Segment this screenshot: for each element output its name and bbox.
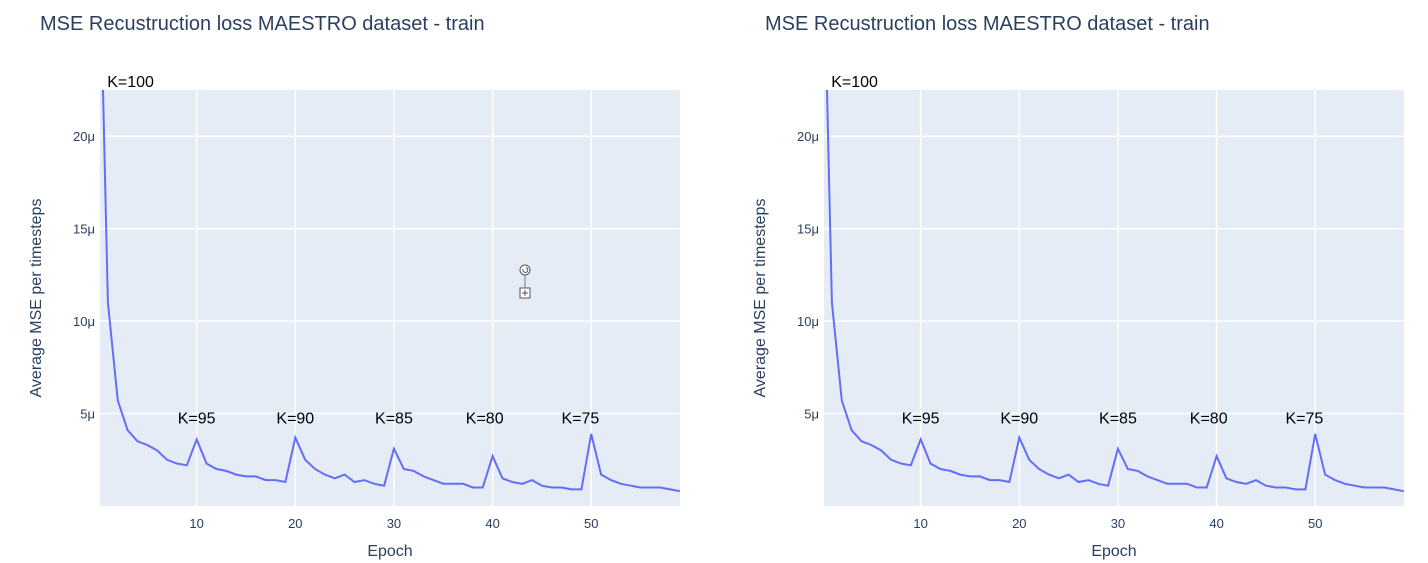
x-tick-labels: 10 20 30 40 50 [913, 516, 1322, 531]
x-axis-title: Epoch [367, 543, 412, 560]
y-tick-labels: 5μ 10μ 15μ 20μ [797, 129, 819, 421]
annotation-label: K=85 [1099, 410, 1137, 427]
chart-right: MSE Recustruction loss MAESTRO dataset -… [724, 0, 1428, 563]
chart-right-svg: MSE Recustruction loss MAESTRO dataset -… [752, 13, 1405, 560]
y-tick-labels: 5μ 10μ 15μ 20μ [73, 129, 95, 421]
rotate-icon[interactable] [519, 264, 531, 276]
annotations: K=100 K=95 K=90 K=85 K=80 K=75 [831, 74, 1323, 427]
x-tick-label: 30 [1111, 516, 1125, 531]
annotation-label: K=100 [831, 74, 878, 91]
y-tick-label: 5μ [804, 407, 819, 422]
y-tick-label: 10μ [797, 314, 819, 329]
series-line[interactable] [102, 89, 681, 493]
annotation-label: K=90 [1000, 410, 1038, 427]
x-tick-label: 10 [189, 516, 203, 531]
modebar-icons [519, 264, 531, 299]
x-tick-labels: 10 20 30 40 50 [189, 516, 598, 531]
chart-title: MSE Recustruction loss MAESTRO dataset -… [40, 13, 485, 35]
chart-left-svg: MSE Recustruction loss MAESTRO dataset -… [28, 13, 681, 560]
y-tick-label: 15μ [797, 222, 819, 237]
y-axis-title: Average MSE per timesteps [28, 199, 45, 398]
annotation-label: K=90 [276, 410, 314, 427]
gridlines [100, 90, 680, 506]
chart-left: MSE Recustruction loss MAESTRO dataset -… [28, 13, 681, 560]
x-tick-label: 20 [1012, 516, 1026, 531]
annotation-label: K=80 [466, 410, 504, 427]
annotations: K=100 K=95 K=90 K=85 K=80 K=75 [107, 74, 599, 427]
y-axis-title: Average MSE per timesteps [752, 199, 769, 398]
x-tick-label: 50 [584, 516, 598, 531]
annotation-label: K=100 [107, 74, 154, 91]
annotation-label: K=95 [178, 410, 216, 427]
annotation-label: K=75 [561, 410, 599, 427]
series-line[interactable] [826, 89, 1405, 493]
rotate-icon-arrow [522, 267, 529, 273]
y-tick-label: 10μ [73, 314, 95, 329]
annotation-label: K=80 [1190, 410, 1228, 427]
chart-title: MSE Recustruction loss MAESTRO dataset -… [765, 13, 1210, 35]
x-tick-label: 10 [913, 516, 927, 531]
x-axis-title: Epoch [1091, 543, 1136, 560]
y-tick-label: 15μ [73, 222, 95, 237]
annotation-label: K=95 [902, 410, 940, 427]
annotation-label: K=75 [1285, 410, 1323, 427]
x-tick-label: 40 [1209, 516, 1223, 531]
y-tick-label: 5μ [80, 407, 95, 422]
x-tick-label: 50 [1308, 516, 1322, 531]
y-tick-label: 20μ [797, 129, 819, 144]
x-tick-label: 30 [387, 516, 401, 531]
move-icon-cross [522, 290, 528, 296]
x-tick-label: 20 [288, 516, 302, 531]
annotation-label: K=85 [375, 410, 413, 427]
x-tick-label: 40 [485, 516, 499, 531]
y-tick-label: 20μ [73, 129, 95, 144]
